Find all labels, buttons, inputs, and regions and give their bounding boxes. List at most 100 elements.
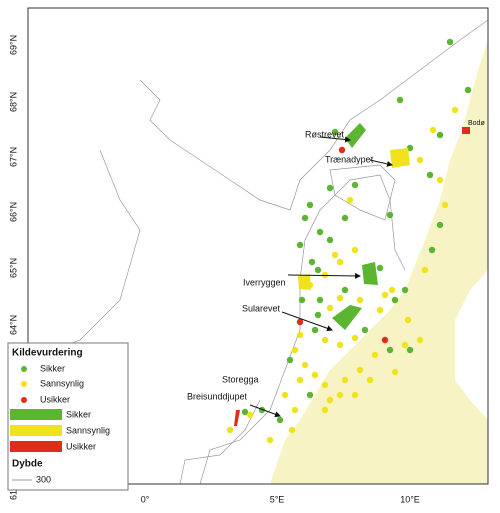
- place-label: Bodø: [468, 120, 485, 127]
- land: [270, 40, 488, 484]
- place-label: Røstrevet: [305, 129, 345, 139]
- location-dot: [296, 376, 304, 384]
- legend-swatch: [10, 425, 62, 436]
- location-dot: [426, 171, 434, 179]
- lat-label: 68°N: [8, 92, 18, 112]
- area-usikker: [462, 127, 470, 134]
- legend-title: Kildevurdering: [12, 348, 83, 359]
- legend-label: Usikker: [40, 394, 70, 404]
- location-dot: [321, 406, 329, 414]
- legend-dot: [21, 381, 27, 387]
- location-dot: [306, 201, 314, 209]
- legend-label: Sikker: [66, 409, 91, 419]
- area-sannsynlig: [298, 274, 311, 290]
- location-dot: [386, 211, 394, 219]
- location-dot: [331, 251, 339, 259]
- location-dot: [371, 351, 379, 359]
- location-dot: [336, 258, 344, 266]
- location-dot: [326, 304, 334, 312]
- location-dot: [346, 196, 354, 204]
- location-dot: [361, 326, 369, 334]
- place-label: Iverryggen: [243, 277, 286, 287]
- location-dot: [321, 381, 329, 389]
- location-dot: [376, 264, 384, 272]
- depth-contour: [329, 164, 396, 221]
- location-dot: [428, 246, 436, 254]
- location-dot: [321, 336, 329, 344]
- legend-subtitle: Dybde: [12, 459, 43, 470]
- legend-swatch: [10, 441, 62, 452]
- legend-swatch: [10, 409, 62, 420]
- legend-dot: [21, 397, 27, 403]
- location-dot: [341, 376, 349, 384]
- legend-label: 300: [36, 474, 51, 484]
- legend-label: Sikker: [40, 363, 65, 373]
- location-dot: [336, 391, 344, 399]
- location-dot: [406, 346, 414, 354]
- location-dot: [356, 296, 364, 304]
- lat-label: 65°N: [8, 258, 18, 278]
- location-dot: [276, 416, 284, 424]
- location-dot: [338, 146, 346, 154]
- location-dot: [246, 411, 254, 419]
- lat-label: 69°N: [8, 35, 18, 55]
- place-label: Storegga: [222, 374, 259, 384]
- location-dot: [266, 436, 274, 444]
- location-dot: [341, 214, 349, 222]
- location-dot: [351, 181, 359, 189]
- legend-label: Sannsynlig: [40, 378, 84, 388]
- location-dot: [336, 294, 344, 302]
- lat-label: 66°N: [8, 202, 18, 222]
- area-sikker: [362, 262, 378, 285]
- legend-label: Usikker: [66, 441, 96, 451]
- area-sikker: [332, 305, 362, 330]
- lon-label: 0°: [141, 494, 150, 504]
- location-dot: [306, 391, 314, 399]
- location-dot: [391, 368, 399, 376]
- location-dot: [298, 296, 306, 304]
- location-dot: [316, 296, 324, 304]
- location-dot: [288, 426, 296, 434]
- location-dot: [351, 334, 359, 342]
- arrow: [287, 272, 361, 279]
- location-dot: [311, 371, 319, 379]
- lon-label: 10°E: [400, 494, 420, 504]
- location-dot: [416, 336, 424, 344]
- arrow: [319, 136, 351, 143]
- arrow: [249, 404, 281, 418]
- location-dot: [326, 184, 334, 192]
- location-dot: [401, 341, 409, 349]
- location-dot: [296, 318, 304, 326]
- place-label: Breisunddjupet: [187, 391, 248, 401]
- location-dot: [446, 38, 454, 46]
- location-dot: [441, 201, 449, 209]
- location-dot: [326, 396, 334, 404]
- location-dot: [436, 221, 444, 229]
- location-dot: [286, 356, 294, 364]
- location-dot: [281, 391, 289, 399]
- location-dot: [301, 361, 309, 369]
- location-dot: [381, 291, 389, 299]
- depth-contour: [199, 174, 406, 484]
- location-dot: [241, 408, 249, 416]
- location-dot: [311, 326, 319, 334]
- location-dot: [331, 128, 339, 136]
- arrow: [369, 159, 393, 167]
- depth-contour: [179, 399, 261, 484]
- location-dot: [291, 406, 299, 414]
- location-dot: [351, 246, 359, 254]
- location-dot: [401, 286, 409, 294]
- location-dot: [356, 366, 364, 374]
- location-dot: [301, 214, 309, 222]
- legend-label: Sannsynlig: [66, 425, 110, 435]
- arrow: [281, 311, 333, 332]
- legend: Kildevurdering Sikker Sannsynlig Usikker…: [7, 342, 129, 491]
- location-dot: [381, 336, 389, 344]
- location-dot: [404, 316, 412, 324]
- location-dot: [451, 106, 459, 114]
- location-dot: [386, 346, 394, 354]
- legend-dot: [21, 366, 27, 372]
- location-dot: [336, 341, 344, 349]
- location-dot: [391, 296, 399, 304]
